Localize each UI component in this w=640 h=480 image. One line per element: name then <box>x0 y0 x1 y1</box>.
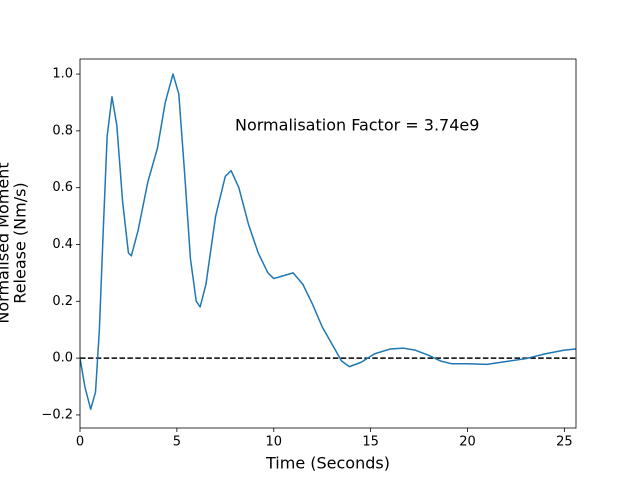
x-tick-label: 10 <box>265 435 282 450</box>
y-axis-label: Release (Nm/s) <box>11 182 30 303</box>
y-tick-label: 0.0 <box>52 351 73 366</box>
x-tick-label: 25 <box>556 435 573 450</box>
x-tick-label: 15 <box>362 435 379 450</box>
y-tick-label: 0.4 <box>52 237 73 252</box>
x-axis-label: Time (Seconds) <box>265 454 390 473</box>
annotation: Normalisation Factor = 3.74e9 <box>235 116 479 135</box>
x-tick-label: 20 <box>459 435 476 450</box>
x-tick-label: 0 <box>76 435 84 450</box>
y-tick-label: −0.2 <box>41 407 73 422</box>
x-tick-label: 5 <box>173 435 181 450</box>
plot-frame <box>79 58 577 429</box>
y-tick-label: 0.2 <box>52 294 73 309</box>
y-axis-label: Normalised Moment <box>0 162 13 323</box>
y-tick-label: 0.8 <box>52 123 73 138</box>
data-line <box>80 73 576 410</box>
y-tick-label: 1.0 <box>52 67 73 82</box>
y-tick-label: 0.6 <box>52 180 73 195</box>
